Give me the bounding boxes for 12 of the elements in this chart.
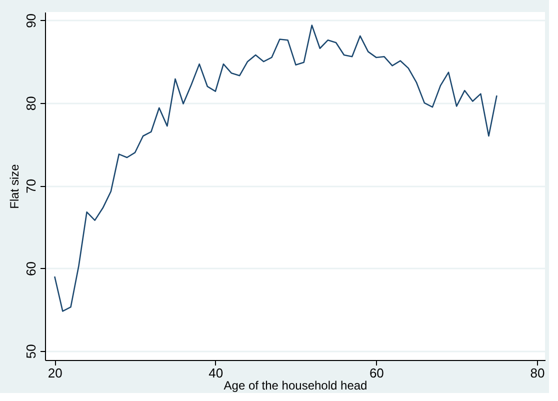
y-tick-label: 90: [24, 14, 38, 28]
x-tick-label: 20: [48, 366, 62, 380]
x-tick-label: 80: [530, 366, 545, 380]
x-tick-label: 60: [369, 366, 384, 380]
y-tick-label: 50: [24, 344, 38, 359]
y-tick-label: 80: [24, 96, 38, 111]
y-tick-label: 60: [24, 262, 38, 276]
x-axis-title: Age of the household head: [224, 378, 368, 392]
line-series: [54, 24, 498, 312]
x-tick-label: 40: [208, 366, 224, 380]
y-tick-label: 70: [24, 178, 38, 194]
y-axis-title: Flat size: [8, 164, 22, 209]
